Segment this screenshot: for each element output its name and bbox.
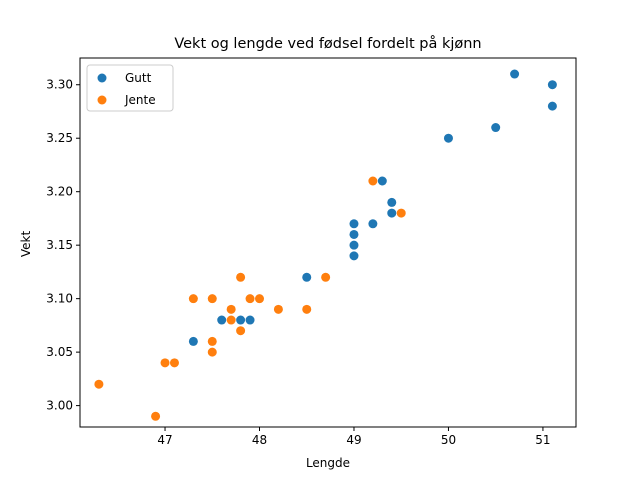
y-axis-label: Vekt <box>19 231 33 258</box>
legend-box <box>86 64 174 112</box>
legend: Gutt Jente <box>86 64 174 112</box>
y-tick-label: 3.10 <box>46 292 73 306</box>
y-tick-label: 3.15 <box>46 238 73 252</box>
points-layer <box>94 69 557 421</box>
data-point-gutt <box>368 219 378 229</box>
legend-marker-gutt <box>97 73 107 83</box>
data-point-gutt <box>443 133 453 143</box>
data-point-jente <box>236 326 246 336</box>
data-point-jente <box>255 294 265 304</box>
y-tick-label: 3.00 <box>46 399 73 413</box>
data-point-jente <box>226 304 236 314</box>
data-point-gutt <box>349 219 359 229</box>
data-point-gutt <box>377 176 387 186</box>
data-point-gutt <box>302 272 312 282</box>
data-point-gutt <box>349 229 359 239</box>
y-tick-label: 3.30 <box>46 78 73 92</box>
data-point-jente <box>368 176 378 186</box>
data-point-gutt <box>510 69 520 79</box>
data-point-jente <box>151 411 161 421</box>
data-point-jente <box>321 272 331 282</box>
data-point-jente <box>160 358 170 368</box>
legend-marker-jente <box>97 95 107 105</box>
x-tick-label: 49 <box>346 433 361 447</box>
data-point-gutt <box>349 240 359 250</box>
data-point-jente <box>236 272 246 282</box>
x-tick-label: 51 <box>535 433 550 447</box>
data-point-gutt <box>547 101 557 111</box>
data-point-jente <box>245 294 255 304</box>
y-tick-label: 3.20 <box>46 185 73 199</box>
data-point-jente <box>396 208 406 218</box>
y-tick-label: 3.05 <box>46 345 73 359</box>
data-point-jente <box>302 304 312 314</box>
x-axis-label: Lengde <box>306 456 350 470</box>
data-point-jente <box>207 294 217 304</box>
data-point-jente <box>207 347 217 357</box>
legend-label-gutt: Gutt <box>125 71 152 85</box>
data-point-gutt <box>547 80 557 90</box>
data-point-gutt <box>188 336 198 346</box>
data-point-jente <box>94 379 104 389</box>
data-point-gutt <box>236 315 246 325</box>
data-point-gutt <box>245 315 255 325</box>
y-tick-label: 3.25 <box>46 131 73 145</box>
legend-label-jente: Jente <box>124 93 156 107</box>
plot-area-frame <box>79 57 577 428</box>
data-point-jente <box>207 336 217 346</box>
x-tick-label: 50 <box>441 433 456 447</box>
data-point-jente <box>273 304 283 314</box>
data-point-jente <box>169 358 179 368</box>
data-point-gutt <box>349 251 359 261</box>
y-axis-ticks: 3.00 3.05 3.10 3.15 3.20 3.25 3.30 <box>46 78 80 413</box>
data-point-jente <box>188 294 198 304</box>
x-axis-ticks: 47 48 49 50 51 <box>157 427 551 447</box>
data-point-gutt <box>217 315 227 325</box>
data-point-gutt <box>387 208 397 218</box>
x-tick-label: 47 <box>157 433 172 447</box>
x-tick-label: 48 <box>252 433 267 447</box>
chart-title: Vekt og lengde ved fødsel fordelt på kjø… <box>174 35 481 52</box>
data-point-gutt <box>491 123 501 133</box>
data-point-jente <box>226 315 236 325</box>
data-point-gutt <box>387 197 397 207</box>
